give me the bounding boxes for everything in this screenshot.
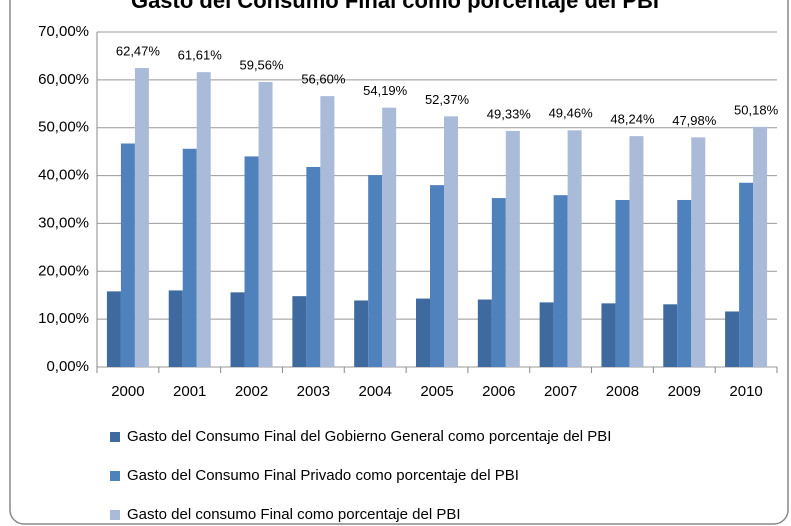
- bar: [416, 298, 430, 367]
- data-label: 62,47%: [116, 43, 161, 58]
- x-tick-label: 2005: [420, 383, 453, 400]
- x-tick-label: 2003: [297, 383, 330, 400]
- bar: [306, 166, 321, 367]
- bar: [739, 182, 754, 367]
- data-label: 56,60%: [301, 72, 346, 87]
- x-tick-label: 2007: [544, 383, 577, 400]
- bar: [120, 143, 135, 367]
- y-tick-label: 0,00%: [46, 358, 89, 375]
- y-tick-label: 70,00%: [38, 23, 89, 40]
- bar: [134, 68, 149, 367]
- data-label: 49,46%: [549, 106, 594, 121]
- data-label: 59,56%: [239, 57, 284, 72]
- bar: [292, 296, 307, 367]
- x-tick-label: 2002: [235, 383, 268, 400]
- y-tick-label: 20,00%: [38, 262, 89, 279]
- x-tick-label: 2004: [358, 383, 391, 400]
- bar: [354, 300, 369, 367]
- data-label: 47,98%: [672, 113, 717, 128]
- data-label: 52,37%: [425, 92, 470, 107]
- bar: [567, 130, 582, 367]
- bar: [677, 199, 692, 367]
- y-tick-label: 40,00%: [38, 167, 89, 184]
- y-tick-label: 30,00%: [38, 214, 89, 231]
- legend-label: Gasto del Consumo Final Privado como por…: [127, 467, 519, 484]
- bar: [753, 126, 768, 367]
- data-label: 50,18%: [734, 102, 779, 117]
- legend-label: Gasto del consumo Final como porcentaje …: [127, 506, 461, 523]
- bar: [320, 96, 335, 367]
- bar: [444, 116, 458, 367]
- bar: [430, 185, 444, 367]
- y-tick-label: 60,00%: [38, 71, 89, 88]
- bar: [382, 107, 397, 367]
- chart-title: Gasto del Consumo Final como porcentaje …: [131, 0, 659, 13]
- x-tick-label: 2009: [668, 383, 701, 400]
- bar: [505, 130, 520, 367]
- data-label: 48,24%: [610, 112, 655, 127]
- bar: [601, 303, 616, 367]
- x-tick-label: 2010: [729, 383, 762, 400]
- y-tick-label: 50,00%: [38, 119, 89, 136]
- x-tick-label: 2001: [173, 383, 206, 400]
- legend-swatch: [110, 471, 120, 481]
- bar: [168, 290, 183, 367]
- legend-swatch: [110, 510, 120, 520]
- x-tick-label: 2000: [111, 383, 144, 400]
- bar: [539, 302, 554, 367]
- data-label: 49,33%: [487, 106, 532, 121]
- bar: [258, 81, 273, 367]
- bar: [244, 156, 259, 367]
- x-tick-label: 2006: [482, 383, 515, 400]
- bar: [368, 175, 383, 367]
- bar: [491, 198, 506, 367]
- bar: [725, 311, 740, 367]
- data-label: 54,19%: [363, 83, 408, 98]
- y-tick-label: 10,00%: [38, 310, 89, 327]
- bar: [230, 292, 245, 367]
- bar: [106, 291, 121, 367]
- legend-swatch: [110, 432, 120, 442]
- bar: [196, 72, 211, 367]
- data-label: 61,61%: [178, 48, 223, 63]
- x-tick-label: 2008: [606, 383, 639, 400]
- legend-label: Gasto del Consumo Final del Gobierno Gen…: [127, 428, 611, 445]
- bar: [477, 299, 492, 367]
- bar: [182, 148, 197, 367]
- bar: [691, 137, 706, 367]
- bar: [553, 195, 568, 367]
- bar: [663, 304, 678, 367]
- bar: [615, 199, 630, 367]
- bar: [629, 136, 644, 367]
